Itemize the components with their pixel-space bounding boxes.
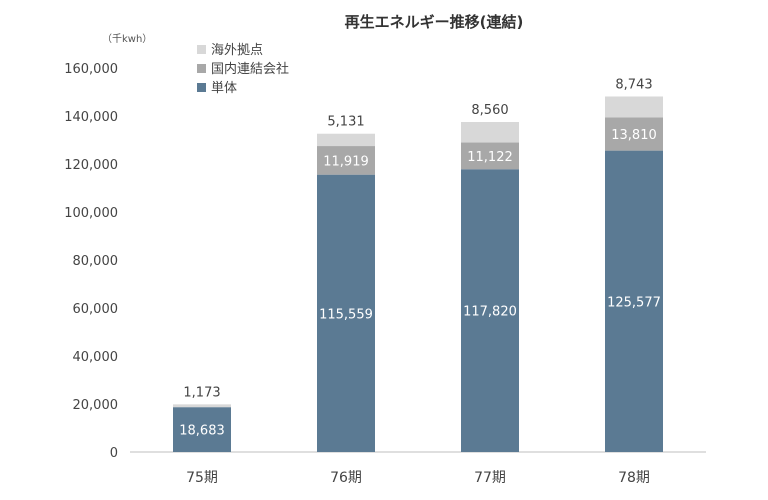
data-label: 8,560 [471, 103, 508, 118]
legend-label: 海外拠点 [211, 43, 263, 58]
data-label: 115,559 [319, 307, 373, 322]
legend-label: 単体 [211, 80, 237, 96]
bar-segment [173, 404, 231, 408]
bar-segment [461, 121, 519, 143]
data-label: 125,577 [607, 295, 661, 310]
data-label: 5,131 [327, 115, 364, 130]
bar-segment [605, 150, 663, 452]
chart-title: 再生エネルギー推移(連結) [345, 13, 524, 31]
y-tick-label: 140,000 [64, 110, 118, 125]
x-category-label: 75期 [186, 470, 218, 486]
legend-label: 国内連結会社 [211, 61, 289, 77]
bar-segment [461, 142, 519, 170]
y-tick-label: 20,000 [73, 398, 119, 413]
bar-segment [317, 174, 375, 453]
y-tick-label: 80,000 [73, 254, 119, 269]
y-tick-label: 120,000 [64, 158, 118, 173]
legend-swatch [197, 83, 206, 92]
y-tick-label: 60,000 [73, 302, 119, 317]
bar-segment [605, 117, 663, 151]
data-label: 11,122 [467, 150, 513, 165]
bar-segment [605, 96, 663, 118]
y-tick-label: 40,000 [73, 350, 119, 365]
data-label: 18,683 [179, 424, 225, 439]
data-label: 13,810 [611, 128, 657, 143]
bar-segment [461, 169, 519, 452]
data-label: 8,743 [615, 77, 652, 92]
x-category-label: 77期 [474, 470, 506, 486]
data-label: 11,919 [323, 154, 369, 169]
x-category-label: 76期 [330, 470, 362, 486]
legend-swatch [197, 45, 206, 54]
bar-segment [317, 133, 375, 147]
unit-label: （千kwh） [102, 33, 152, 45]
y-tick-label: 100,000 [64, 206, 118, 221]
y-tick-label: 0 [110, 446, 118, 461]
data-label: 117,820 [463, 305, 517, 320]
bar-segment [173, 407, 231, 452]
x-category-label: 78期 [618, 470, 650, 486]
bars: 18,683 1,173 75期 115,559 11,919 5,131 76期 117,8… [173, 77, 663, 486]
data-label: 1,173 [183, 385, 220, 400]
legend-swatch [197, 64, 206, 73]
bar-segment [317, 146, 375, 175]
y-tick-label: 160,000 [64, 62, 118, 77]
